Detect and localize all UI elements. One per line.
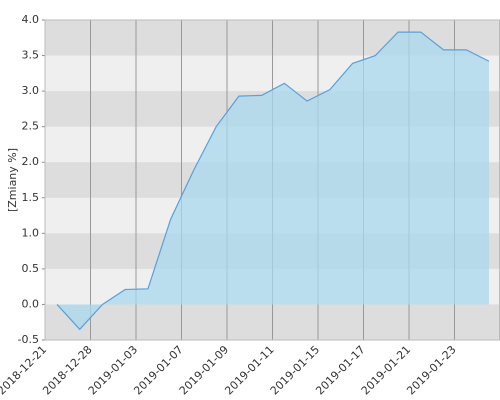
y-tick-label: 2.5 <box>22 120 40 133</box>
y-tick-label: 0.5 <box>22 262 40 275</box>
area-fill <box>57 32 489 330</box>
y-tick-label: 3.5 <box>22 49 40 62</box>
y-tick-label: 0.0 <box>22 297 40 310</box>
y-tick-label: 1.0 <box>22 226 40 239</box>
y-tick-label: 3.0 <box>22 84 40 97</box>
x-tick-label: 2019-01-23 <box>404 343 458 397</box>
y-tick-label: -0.5 <box>18 333 39 346</box>
data-line <box>56 31 490 331</box>
y-tick-label: 1.5 <box>22 191 40 204</box>
y-tick-label: 2.0 <box>22 155 40 168</box>
y-tick-label: 4.0 <box>22 13 40 26</box>
y-axis-label: [Zmiany %] <box>6 148 19 212</box>
